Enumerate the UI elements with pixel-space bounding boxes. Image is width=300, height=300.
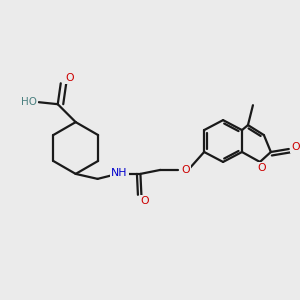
- Text: HO: HO: [21, 97, 37, 107]
- Text: O: O: [181, 165, 190, 175]
- Text: O: O: [140, 196, 149, 206]
- Text: NH: NH: [111, 168, 128, 178]
- Text: O: O: [291, 142, 300, 152]
- Text: O: O: [65, 73, 74, 83]
- Text: O: O: [258, 163, 266, 173]
